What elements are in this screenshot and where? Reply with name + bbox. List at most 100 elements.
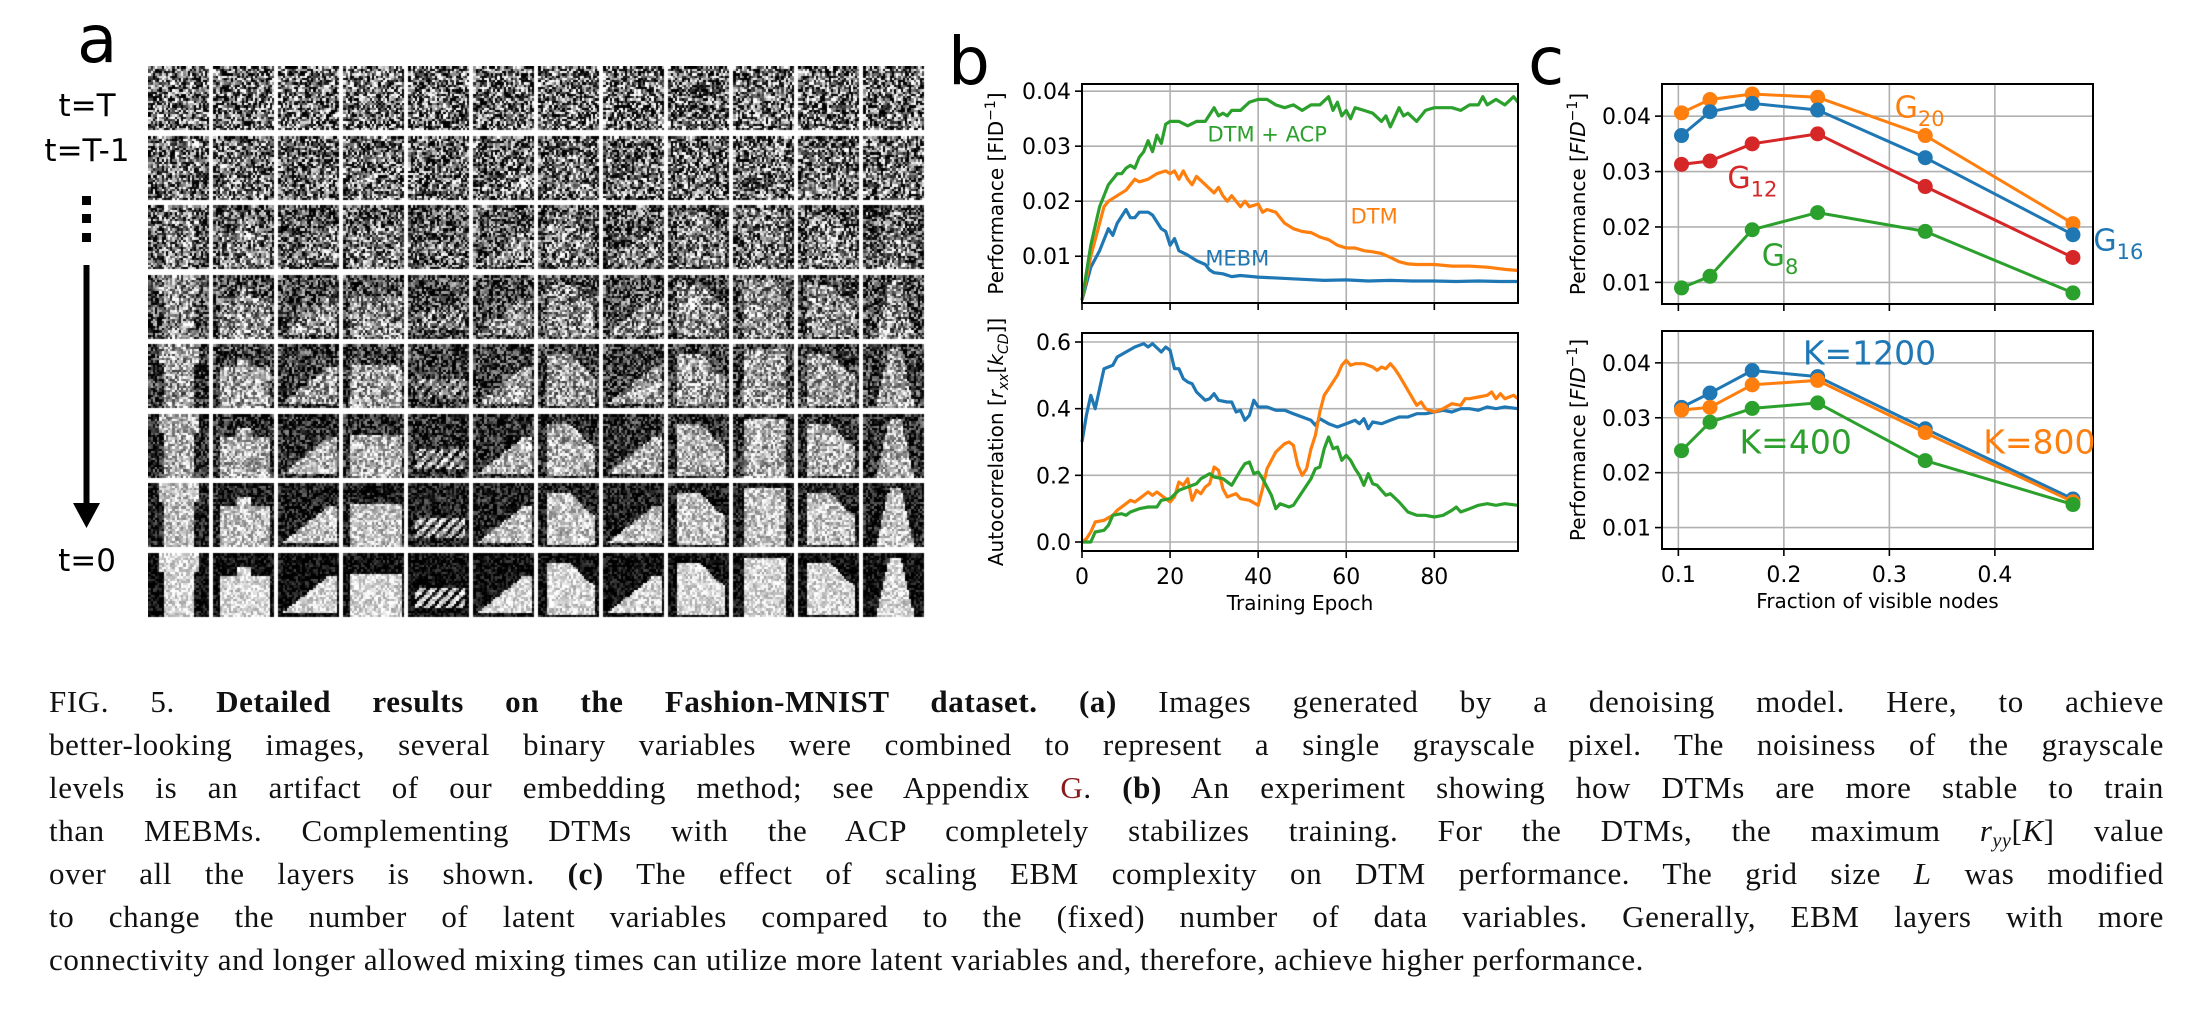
data-point — [1674, 128, 1690, 144]
series-annotation: K=1200 — [1803, 333, 1936, 372]
x-axis-label: Training Epoch — [1226, 591, 1374, 615]
x-tick-label: 60 — [1332, 565, 1360, 590]
figure: a t=T t=T-1 t=0 b c 0.01 0.02 0.03 0.04 DTM + ACP D… — [44, 1, 2143, 615]
y-tick-label: 0.03 — [1602, 407, 1651, 432]
data-point — [1702, 399, 1718, 415]
y-tick-label: 0.02 — [1602, 462, 1651, 487]
data-point — [1810, 205, 1826, 221]
series-line-series-1 — [1081, 358, 1519, 544]
x-axis-label: Fraction of visible nodes — [1756, 589, 1998, 613]
y-tick-label: 0.04 — [1022, 80, 1071, 105]
y-axis-label: Performance [FID−1] — [1565, 339, 1590, 541]
caption-text — [1038, 684, 1079, 719]
arrow-down-icon — [73, 503, 100, 528]
data-point — [1810, 395, 1826, 411]
caption-text: (a) — [1078, 684, 1117, 719]
data-point — [1674, 105, 1690, 121]
y-axis-label: Autocorrelation [rxx[kCD]] — [984, 318, 1012, 566]
axes-frame — [1661, 330, 2094, 550]
caption-text: was modified — [1931, 856, 2164, 891]
series-annotation: G16 — [2093, 224, 2143, 264]
ellipsis-dot — [82, 196, 91, 205]
ellipsis-dot — [82, 214, 91, 223]
data-point — [1917, 425, 1933, 441]
caption-text: Detailed results on the Fashion-MNIST da… — [216, 684, 1038, 719]
axes-frame — [1661, 83, 2094, 305]
y-tick-label: 0.01 — [1022, 245, 1071, 270]
chart-panel-b-top: 0.01 0.02 0.03 0.04 DTM + ACP DTM MEBM Performa… — [983, 80, 1520, 310]
chart-panel-c-top: 0.01 0.02 0.03 0.04 G20 G12 G8 G16 Performance [… — [1565, 83, 2143, 311]
data-point — [2065, 249, 2081, 265]
y-tick-label: 0.03 — [1022, 135, 1071, 160]
x-tick-label: 0.2 — [1766, 563, 1801, 588]
series-annotation: MEBM — [1205, 246, 1269, 270]
x-tick-label: 0.3 — [1872, 563, 1907, 588]
data-point — [1702, 268, 1718, 284]
caption-text: Images generated by a denoising model. H… — [1116, 684, 2164, 719]
caption-line: to change the number of latent variables… — [49, 895, 2164, 938]
data-point — [1702, 104, 1718, 120]
series-line-dtm-acp — [1080, 95, 1520, 301]
appendix-link[interactable]: G — [1060, 770, 1084, 805]
caption-text: yy — [1992, 830, 2012, 852]
data-point — [1744, 222, 1760, 238]
x-tick-label: 0 — [1075, 565, 1089, 590]
caption-line: connectivity and longer allowed mixing t… — [49, 938, 2164, 981]
data-point — [1674, 443, 1690, 459]
caption-text: better-looking images, several binary va… — [49, 727, 2164, 762]
figure-caption: FIG. 5. Detailed results on the Fashion-… — [49, 680, 2164, 981]
caption-line: over all the layers is shown. (c) The ef… — [49, 852, 2164, 895]
data-point — [1744, 95, 1760, 111]
caption-text: FIG. 5. — [49, 684, 217, 719]
x-tick-label: 20 — [1156, 565, 1184, 590]
panel-label-a: a — [77, 1, 117, 78]
caption-text: (c) — [567, 856, 604, 891]
caption-text: The effect of scaling EBM complexity on … — [603, 856, 1914, 891]
data-point — [1674, 402, 1690, 418]
axes-frame — [1081, 83, 1519, 304]
data-point — [1674, 156, 1690, 172]
data-point — [1917, 179, 1933, 195]
data-point — [1810, 126, 1826, 142]
time-step-label: t=T-1 — [44, 133, 129, 169]
data-point — [1744, 377, 1760, 393]
y-tick-label: 0.6 — [1036, 331, 1071, 356]
y-tick-label: 0.01 — [1602, 517, 1651, 542]
data-point — [1917, 150, 1933, 166]
caption-text: connectivity and longer allowed mixing t… — [49, 942, 1645, 977]
series-annotation: G8 — [1762, 238, 1799, 278]
panel-label-c: c — [1528, 23, 1564, 100]
data-point — [1702, 153, 1718, 169]
panel-label-b: b — [948, 23, 990, 100]
series-annotation: G20 — [1895, 91, 1945, 131]
caption-text: over all the layers is shown. — [49, 856, 568, 891]
data-point — [1917, 128, 1933, 144]
y-axis-label: Performance [FID−1] — [983, 92, 1008, 294]
caption-text: K — [2022, 813, 2044, 848]
x-tick-label: 80 — [1420, 565, 1448, 590]
data-point — [2065, 285, 2081, 301]
series-line-series-0 — [1080, 342, 1519, 443]
caption-text: to change the number of latent variables… — [49, 899, 2164, 934]
caption-line: than MEBMs. Complementing DTMs with the … — [49, 809, 2164, 852]
caption-line: better-looking images, several binary va… — [49, 723, 2164, 766]
ellipsis-dot — [82, 233, 91, 242]
series-line-mebm — [1080, 207, 1518, 301]
series-annotation: G12 — [1727, 161, 1777, 201]
y-tick-label: 0.02 — [1022, 190, 1071, 215]
data-point — [1744, 363, 1760, 379]
series-annotation: K=800 — [1983, 422, 2095, 461]
caption-text: ] value — [2043, 813, 2164, 848]
caption-text: than MEBMs. Complementing DTMs with the … — [49, 813, 1980, 848]
caption-text: . — [1083, 770, 1123, 805]
data-point — [1810, 372, 1826, 388]
series-annotation: K=400 — [1740, 422, 1852, 461]
y-tick-label: 0.4 — [1036, 398, 1071, 423]
data-point — [1810, 89, 1826, 105]
x-tick-label: 0.1 — [1661, 563, 1696, 588]
caption-line: levels is an artifact of our embedding m… — [49, 766, 2164, 809]
x-tick-label: 0.4 — [1977, 563, 2012, 588]
caption-line: FIG. 5. Detailed results on the Fashion-… — [49, 680, 2164, 723]
caption-text: r — [1979, 813, 1993, 848]
series-line-g8 — [1680, 211, 2074, 295]
